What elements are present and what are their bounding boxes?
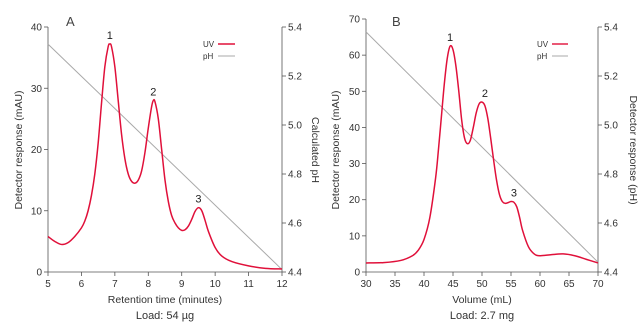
peak-label-2: 2 — [150, 87, 156, 99]
legend-label-ph: pH — [537, 52, 547, 61]
uv-series-line — [365, 44, 599, 264]
y-right-tick-label: 4.6 — [288, 219, 302, 230]
y-axis-left-title: Detector response (mAU) — [13, 90, 25, 209]
y-left-tick-label: 20 — [31, 145, 43, 156]
y-left-tick-label: 40 — [31, 23, 43, 34]
series-group: 1 2 3 — [365, 31, 599, 264]
peak-label-1: 1 — [447, 32, 453, 44]
y-right-tick-label: 4.4 — [288, 268, 302, 279]
peak-label-3: 3 — [511, 188, 517, 200]
x-tick-label: 9 — [179, 279, 185, 290]
series-group: 1 2 3 — [47, 30, 283, 270]
y-left-tick-label: 0 — [354, 268, 360, 279]
x-tick-label: 60 — [534, 279, 546, 290]
y-axis-right-title: Detector response (pH) — [627, 95, 638, 204]
ph-series-line — [47, 43, 283, 270]
x-tick-label: 35 — [389, 279, 401, 290]
x-tick-label: 7 — [112, 279, 118, 290]
y-left-tick-label: 10 — [349, 231, 361, 242]
y-right-tick-label: 5.4 — [288, 23, 302, 34]
y-left-tick-label: 0 — [36, 268, 42, 279]
legend-label-uv: UV — [203, 40, 215, 49]
panel-label: B — [392, 14, 401, 29]
x-tick-label: 30 — [360, 279, 372, 290]
y-left-tick-label: 20 — [349, 195, 361, 206]
x-tick-label: 8 — [146, 279, 152, 290]
x-tick-label: 12 — [276, 279, 288, 290]
load-caption: Load: 54 µg — [136, 310, 194, 322]
y-right-tick-label: 4.6 — [604, 219, 618, 230]
panel-label: A — [66, 14, 75, 29]
y-right-tick-label: 5.4 — [604, 23, 618, 34]
y-left-tick-label: 30 — [349, 159, 361, 170]
x-axis-title: Retention time (minutes) — [108, 294, 222, 306]
y-right-tick-label: 5.0 — [288, 121, 302, 132]
y-right-tick-label: 5.0 — [604, 121, 618, 132]
x-tick-label: 40 — [418, 279, 430, 290]
legend-label-uv: UV — [537, 40, 549, 49]
x-tick-label: 70 — [592, 279, 604, 290]
y-left-tick-label: 70 — [349, 15, 361, 26]
x-tick-label: 5 — [45, 279, 51, 290]
y-left-tick-label: 60 — [349, 51, 361, 62]
y-axis-left-title: Detector response (mAU) — [330, 90, 342, 209]
peak-label-3: 3 — [195, 194, 201, 206]
y-right-tick-label: 4.8 — [604, 170, 618, 181]
y-left-tick-label: 50 — [349, 87, 361, 98]
peak-label-2: 2 — [482, 88, 488, 100]
y-left-tick-label: 40 — [349, 123, 361, 134]
y-right-tick-label: 5.2 — [604, 72, 618, 83]
y-left-tick-label: 10 — [31, 206, 43, 217]
load-caption: Load: 2.7 mg — [450, 310, 514, 322]
x-tick-label: 10 — [210, 279, 222, 290]
legend: UV pH — [537, 40, 568, 61]
x-tick-label: 55 — [505, 279, 517, 290]
x-tick-label: 11 — [243, 279, 254, 290]
uv-series-line — [47, 43, 283, 270]
peak-label-1: 1 — [107, 30, 113, 42]
y-right-tick-label: 5.2 — [288, 72, 302, 83]
x-tick-label: 50 — [476, 279, 488, 290]
legend-label-ph: pH — [203, 52, 213, 61]
y-left-tick-label: 30 — [31, 84, 43, 95]
tick-group: 30 35 40 45 50 55 60 65 700102030405060704.44.64… — [349, 15, 618, 291]
y-axis-right-title: Calculated pH — [309, 117, 321, 183]
legend: UV pH — [203, 40, 235, 61]
y-right-tick-label: 4.8 — [288, 170, 302, 181]
x-tick-label: 45 — [447, 279, 459, 290]
ph-series-line — [365, 31, 599, 263]
chart-panel-b: 30 35 40 45 50 55 60 65 700102030405060704.44.64… — [330, 14, 638, 322]
x-tick-label: 65 — [563, 279, 575, 290]
x-tick-label: 6 — [79, 279, 85, 290]
y-right-tick-label: 4.4 — [604, 268, 618, 279]
x-axis-title: Volume (mL) — [452, 294, 512, 306]
